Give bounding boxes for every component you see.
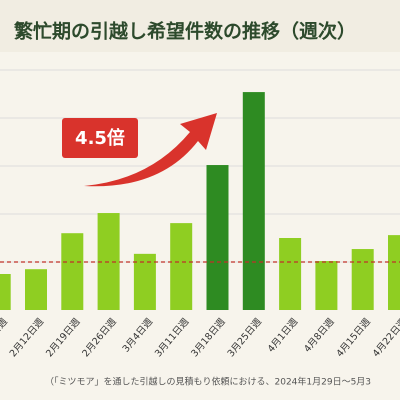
bar bbox=[242, 92, 265, 310]
bar bbox=[170, 223, 193, 310]
bar bbox=[0, 274, 11, 310]
bar bbox=[388, 235, 400, 310]
bar bbox=[133, 253, 156, 310]
bar bbox=[279, 238, 302, 310]
bar bbox=[25, 269, 47, 310]
bar bbox=[351, 249, 374, 310]
chart-title: 繁忙期の引越し希望件数の推移（週次） bbox=[14, 20, 356, 43]
bar bbox=[206, 165, 229, 310]
bar bbox=[315, 261, 338, 310]
annotation-box bbox=[62, 118, 138, 158]
arrow bbox=[84, 113, 217, 187]
annotation: 4.5倍 bbox=[75, 127, 125, 149]
header bbox=[0, 0, 400, 52]
bar bbox=[61, 233, 84, 310]
footnote: （「ミツモア」を通した引越しの見積もり依頼における、2024年1月29日〜5月3 bbox=[45, 376, 371, 388]
